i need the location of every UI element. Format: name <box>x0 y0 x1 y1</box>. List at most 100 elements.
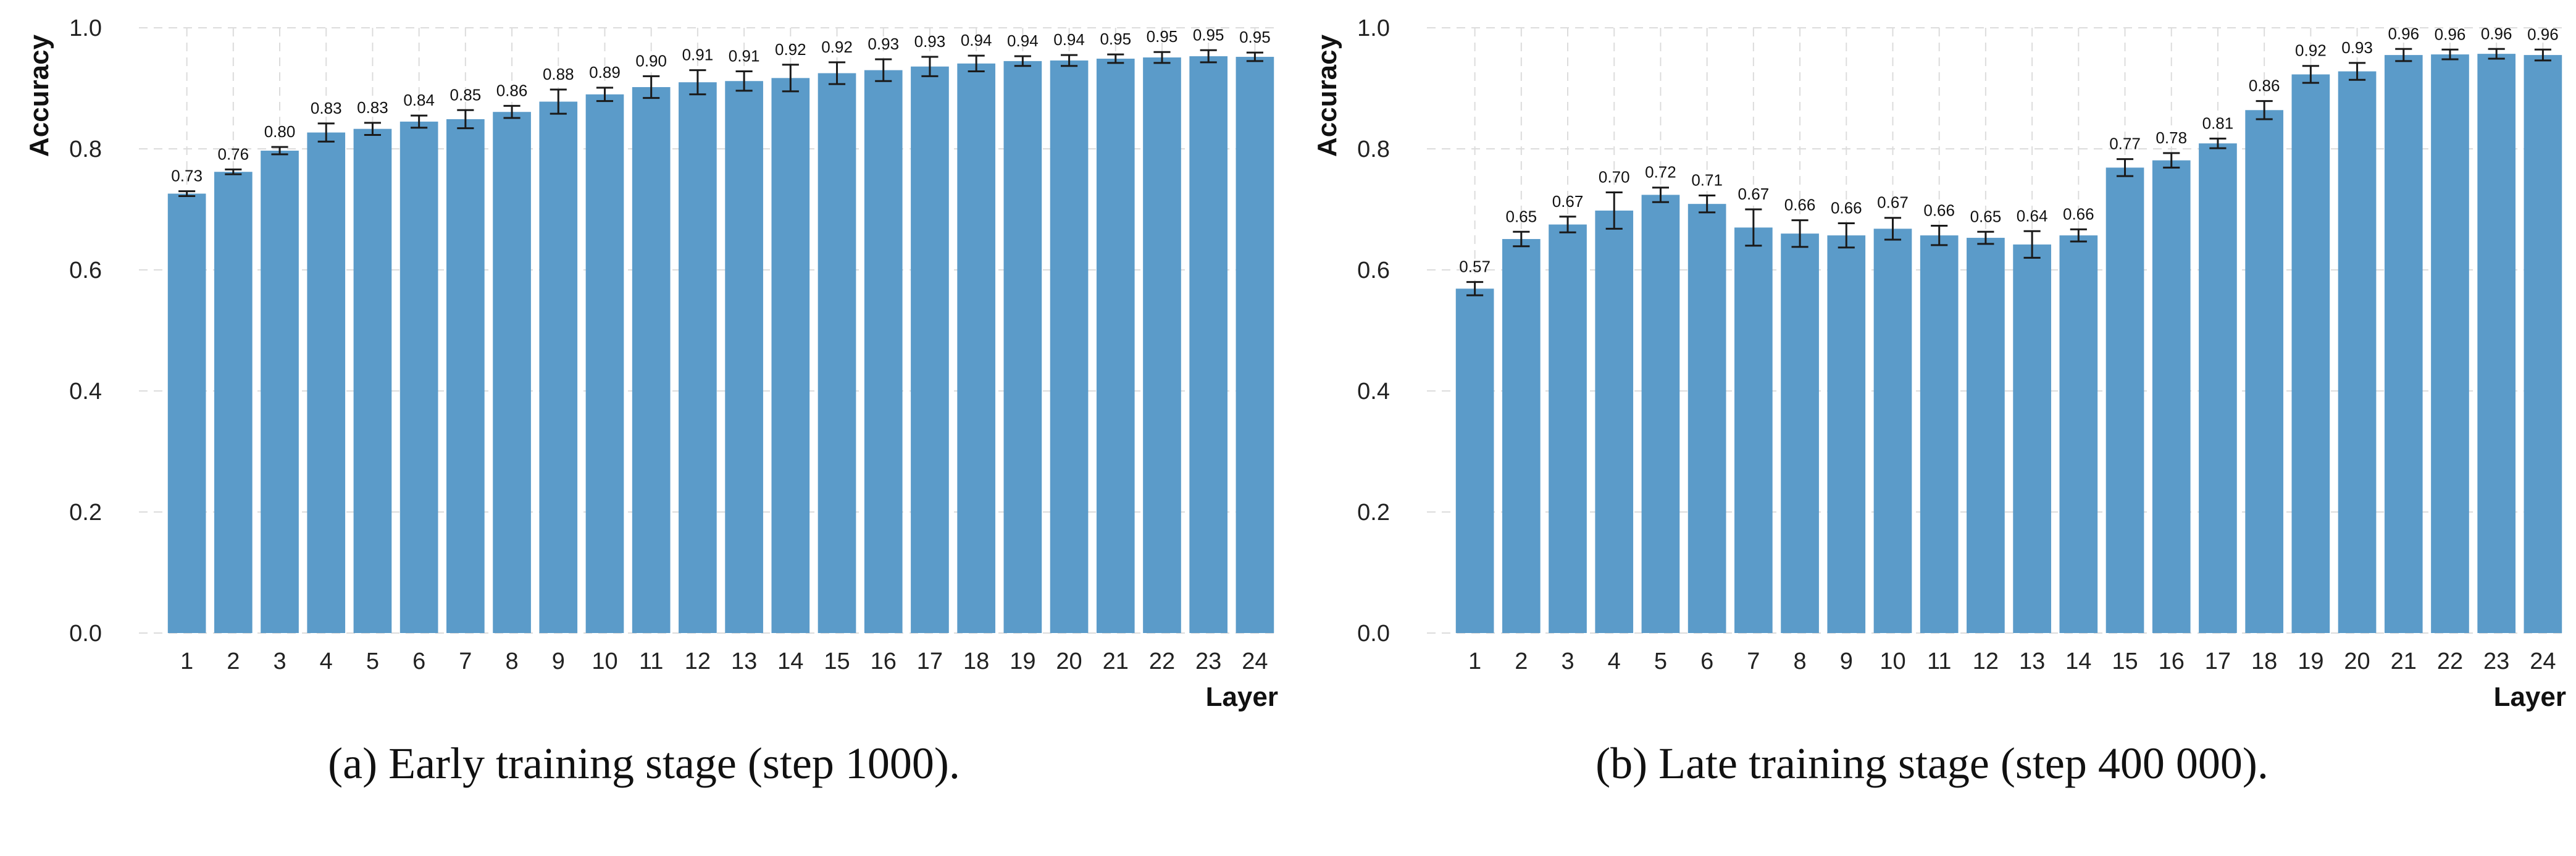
data-label: 0.89 <box>589 63 621 82</box>
x-tick-label: 8 <box>1793 648 1806 674</box>
bar <box>679 82 717 633</box>
bar <box>725 81 763 634</box>
x-tick-label: 4 <box>320 648 333 674</box>
data-label: 0.95 <box>1193 25 1224 44</box>
data-label: 0.95 <box>1239 28 1271 46</box>
data-label: 0.90 <box>635 51 667 70</box>
x-tick-label: 24 <box>2530 648 2556 674</box>
data-label: 0.96 <box>2527 25 2559 43</box>
data-label: 0.96 <box>2481 24 2512 43</box>
data-label: 0.70 <box>1599 168 1630 187</box>
y-axis-title: Accuracy <box>1312 34 1342 157</box>
data-label: 0.76 <box>218 145 249 163</box>
x-tick-label: 17 <box>917 648 943 674</box>
data-label: 0.66 <box>1831 199 1862 217</box>
bar <box>1050 60 1089 634</box>
x-tick-label: 18 <box>2251 648 2277 674</box>
y-tick-label: 0.4 <box>1357 379 1390 405</box>
x-tick-label: 5 <box>366 648 379 674</box>
bar <box>1189 56 1228 633</box>
data-label: 0.88 <box>543 65 574 83</box>
bar <box>1873 229 1912 633</box>
x-tick-label: 15 <box>824 648 850 674</box>
bar <box>911 66 949 634</box>
x-tick-label: 9 <box>1840 648 1853 674</box>
bar <box>2013 244 2051 634</box>
data-label: 0.85 <box>450 85 482 104</box>
data-label: 0.95 <box>1147 27 1178 46</box>
bar <box>632 87 671 634</box>
data-label: 0.93 <box>868 35 899 53</box>
x-tick-label: 4 <box>1608 648 1621 674</box>
x-tick-label: 10 <box>1880 648 1905 674</box>
data-label: 0.80 <box>264 122 296 141</box>
chart-b-svg: 0.0 0.2 0.4 0.6 0.8 1.0 0.57 1 0.65 2 0.67 3 0.70 4 0.… <box>1312 15 2566 712</box>
data-label: 0.83 <box>311 99 342 117</box>
bar <box>493 112 531 634</box>
x-tick-label: 23 <box>1195 648 1221 674</box>
y-tick-label: 0.6 <box>1357 258 1390 283</box>
x-tick-label: 22 <box>2437 648 2463 674</box>
data-label: 0.96 <box>2435 25 2466 43</box>
bar <box>1143 57 1181 633</box>
x-axis-title: Layer <box>2494 682 2566 712</box>
x-tick-label: 9 <box>552 648 565 674</box>
bar <box>214 172 253 633</box>
bar <box>2524 55 2562 634</box>
x-tick-label: 14 <box>777 648 803 674</box>
data-label: 0.81 <box>2202 114 2234 132</box>
data-label: 0.66 <box>1923 201 1955 219</box>
x-tick-label: 16 <box>2159 648 2185 674</box>
bar <box>1236 57 1274 634</box>
bar <box>2291 74 2330 633</box>
caption-b: (b) Late training stage (step 400 000). <box>1595 739 2269 788</box>
bar <box>1096 58 1135 634</box>
bar <box>1781 233 1819 633</box>
data-label: 0.92 <box>775 40 806 59</box>
x-tick-label: 7 <box>459 648 472 674</box>
y-tick-label: 0.8 <box>69 136 102 162</box>
bar <box>446 119 485 634</box>
data-label: 0.73 <box>171 167 203 185</box>
data-label: 0.92 <box>2295 41 2327 60</box>
y-tick-label: 0.0 <box>69 621 102 647</box>
y-tick-label: 1.0 <box>69 15 102 41</box>
bar <box>2384 55 2423 634</box>
data-label: 0.94 <box>1007 31 1039 50</box>
x-tick-label: 24 <box>1242 648 1268 674</box>
x-tick-label: 20 <box>1056 648 1082 674</box>
bar <box>818 73 856 633</box>
data-label: 0.65 <box>1970 207 2002 225</box>
x-tick-label: 19 <box>1010 648 1035 674</box>
data-label: 0.67 <box>1877 193 1909 212</box>
x-tick-label: 11 <box>1927 648 1951 674</box>
x-tick-label: 1 <box>180 648 193 674</box>
data-label: 0.92 <box>821 38 853 56</box>
x-tick-label: 6 <box>412 648 425 674</box>
y-tick-label: 0.2 <box>69 500 102 526</box>
x-tick-label: 2 <box>227 648 240 674</box>
data-label: 0.94 <box>961 31 992 49</box>
y-tick-label: 0.0 <box>1357 621 1390 647</box>
bar <box>1920 235 1959 633</box>
data-label: 0.71 <box>1691 170 1723 189</box>
x-tick-label: 11 <box>639 648 663 674</box>
bar <box>2338 71 2377 633</box>
bar <box>1641 195 1680 634</box>
x-tick-label: 21 <box>1103 648 1129 674</box>
bar <box>167 193 206 633</box>
bar <box>2059 235 2098 633</box>
bar <box>1549 224 1587 633</box>
bar <box>957 63 995 633</box>
data-label: 0.93 <box>2341 38 2373 57</box>
bar <box>1687 204 1726 633</box>
chart-panel-b: 0.0 0.2 0.4 0.6 0.8 1.0 0.57 1 0.65 2 0.67 3 0.70 4 0.… <box>1288 0 2576 856</box>
x-tick-label: 20 <box>2344 648 2370 674</box>
data-label: 0.86 <box>2249 77 2280 95</box>
bar <box>2431 54 2469 634</box>
x-tick-label: 16 <box>871 648 897 674</box>
x-tick-label: 3 <box>273 648 286 674</box>
data-label: 0.84 <box>403 91 435 109</box>
chart-a-svg: 0.0 0.2 0.4 0.6 0.8 1.0 0.73 1 0.76 2 0.80 3 0.83 4 0.… <box>24 15 1278 712</box>
y-tick-label: 0.2 <box>1357 500 1390 526</box>
